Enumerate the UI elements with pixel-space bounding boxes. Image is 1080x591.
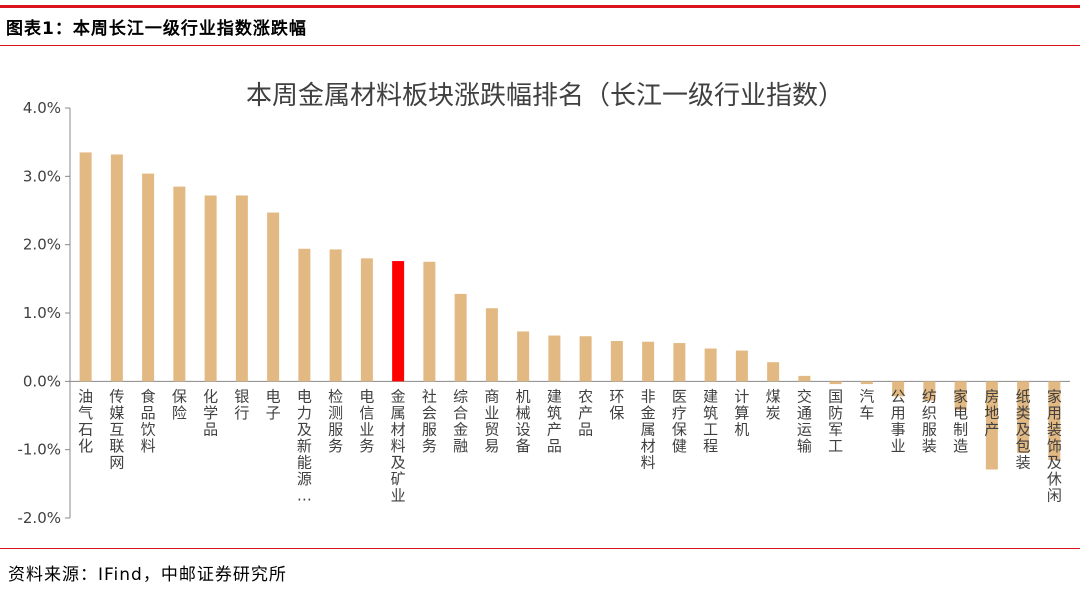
- bar: [454, 293, 467, 382]
- bar: [79, 152, 92, 382]
- x-tick-label: 保险: [172, 387, 187, 422]
- y-tick-label: -1.0%: [17, 441, 61, 459]
- header-rule: [0, 45, 1080, 46]
- chart-title: 本周金属材料板块涨跌幅排名（长江一级行业指数）: [246, 81, 844, 111]
- bar: [485, 308, 498, 382]
- bar: [548, 335, 561, 382]
- y-tick-label: 4.0%: [23, 99, 61, 117]
- x-tick-label: 电力及新能源…: [297, 387, 312, 504]
- y-tick-label: 1.0%: [23, 304, 61, 322]
- bar: [767, 362, 780, 382]
- y-tick-label: 0.0%: [23, 372, 61, 390]
- bar: [204, 195, 217, 382]
- source-note: 资料来源：IFind，中邮证券研究所: [8, 565, 287, 585]
- x-tick-label: 环保: [609, 387, 624, 422]
- bar: [1048, 381, 1061, 460]
- x-tick-label: 公用事业: [891, 387, 906, 455]
- bar: [329, 249, 342, 382]
- y-tick-label: 3.0%: [23, 167, 61, 185]
- x-tick-label: 油气石化: [78, 387, 93, 455]
- footer-rule: [0, 548, 1080, 549]
- x-tick-label: 社会服务: [422, 387, 437, 455]
- bar: [392, 261, 405, 382]
- bar: [735, 350, 748, 382]
- bars: [79, 152, 1061, 470]
- bar: [892, 381, 905, 397]
- bar: [235, 195, 248, 382]
- bar: [704, 348, 717, 382]
- bar: [517, 331, 530, 382]
- x-tick-label: 机械设备: [516, 387, 531, 455]
- x-tick-label: 传媒互联网: [109, 387, 124, 471]
- x-tick-label: 医疗保健: [672, 387, 687, 455]
- x-tick-label: 食品饮料: [141, 387, 156, 455]
- bar: [985, 381, 998, 470]
- bar: [298, 248, 311, 382]
- bar: [360, 258, 373, 382]
- x-tick-label: 建筑产品: [547, 387, 562, 455]
- x-tick-label: 农产品: [578, 387, 593, 438]
- bar: [860, 381, 873, 385]
- x-tick-label: 检测服务: [328, 387, 343, 455]
- bar: [642, 341, 655, 382]
- x-tick-label: 房地产: [984, 387, 999, 438]
- bar: [673, 343, 686, 382]
- x-tick-label: 银行: [234, 387, 249, 422]
- x-tick-label: 建筑工程: [703, 387, 718, 455]
- x-tick-label: 化学品: [203, 387, 218, 438]
- x-tick-label: 纸类及包装: [1016, 387, 1031, 471]
- figure-header: 图表1：本周长江一级行业指数涨跌幅: [6, 19, 307, 39]
- x-tick-label: 家电制造: [953, 387, 968, 455]
- bar: [173, 186, 186, 382]
- bar: [142, 173, 155, 382]
- x-tick-label: 汽车: [859, 387, 874, 422]
- y-tick-label: 2.0%: [23, 236, 61, 254]
- bar: [423, 261, 436, 382]
- y-tick-label: -2.0%: [17, 509, 61, 527]
- bar: [798, 375, 811, 382]
- x-tick-label: 交通运输: [797, 387, 812, 455]
- bar: [954, 381, 967, 411]
- x-tick-label: 综合金融: [453, 387, 468, 455]
- x-tick-label: 计算机: [734, 387, 749, 438]
- bar: [923, 381, 936, 401]
- x-tick-label: 煤炭: [766, 387, 781, 422]
- bar: [110, 154, 123, 382]
- x-tick-label: 电信业务: [359, 387, 374, 455]
- x-tick-label: 商业贸易: [484, 387, 499, 455]
- x-tick-label: 纺织服装: [922, 387, 937, 455]
- x-tick-label: 金属材料及矿业: [391, 387, 406, 504]
- x-tick-label: 国防军工: [828, 387, 843, 455]
- bar: [1017, 381, 1030, 454]
- bar: [267, 212, 280, 382]
- bar: [829, 381, 842, 385]
- bar: [579, 336, 592, 382]
- x-tick-label: 家用装饰及休闲: [1047, 387, 1062, 504]
- top-rule: [0, 5, 1080, 8]
- x-tick-label: 电子: [266, 387, 281, 422]
- bar: [610, 341, 623, 382]
- x-tick-label: 非金属材料: [641, 387, 656, 471]
